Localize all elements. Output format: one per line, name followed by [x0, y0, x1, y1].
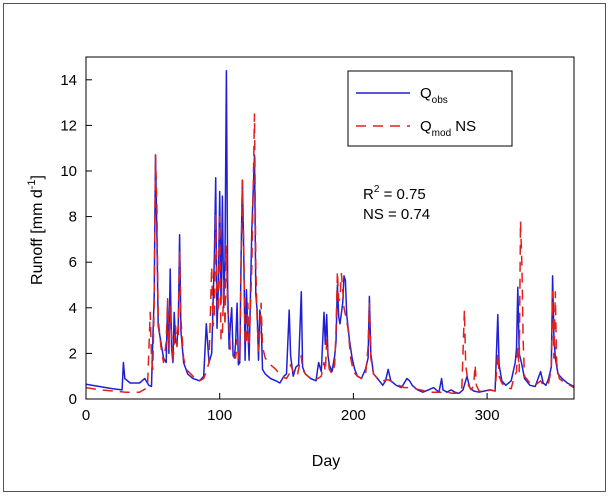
- y-tick-label: 6: [69, 254, 77, 271]
- y-axis-title: Runoff [mm d-1]: [26, 175, 46, 285]
- legend-label-obs: Qobs: [420, 85, 448, 106]
- x-tick-label: 200: [341, 407, 366, 424]
- x-tick-label: 100: [207, 407, 232, 424]
- legend-box: [347, 70, 513, 147]
- legend-label-mod: Qmod NS: [420, 118, 476, 139]
- y-tick-label: 0: [69, 391, 77, 408]
- legend: Qobs Qmod NS: [347, 70, 513, 147]
- y-tick-label: 12: [60, 117, 77, 134]
- x-tick-label: 300: [475, 407, 500, 424]
- y-tick-label: 8: [69, 209, 77, 226]
- y-tick-label: 4: [69, 300, 77, 317]
- y-tick-label: 10: [60, 163, 77, 180]
- y-tick-label: 14: [60, 72, 77, 89]
- ns-annotation: NS = 0.74: [363, 206, 430, 223]
- r2-annotation: R2 = 0.75: [363, 184, 426, 203]
- x-tick-label: 0: [82, 407, 90, 424]
- x-axis-title: Day: [312, 453, 340, 470]
- plot-frame: [85, 56, 575, 400]
- y-tick-label: 2: [69, 345, 77, 362]
- axes: 0 100 200 300 0 2 4 6 8 10 12 14: [60, 56, 575, 424]
- series-line-mod-ns: [85, 113, 575, 395]
- plot-area: [85, 69, 575, 395]
